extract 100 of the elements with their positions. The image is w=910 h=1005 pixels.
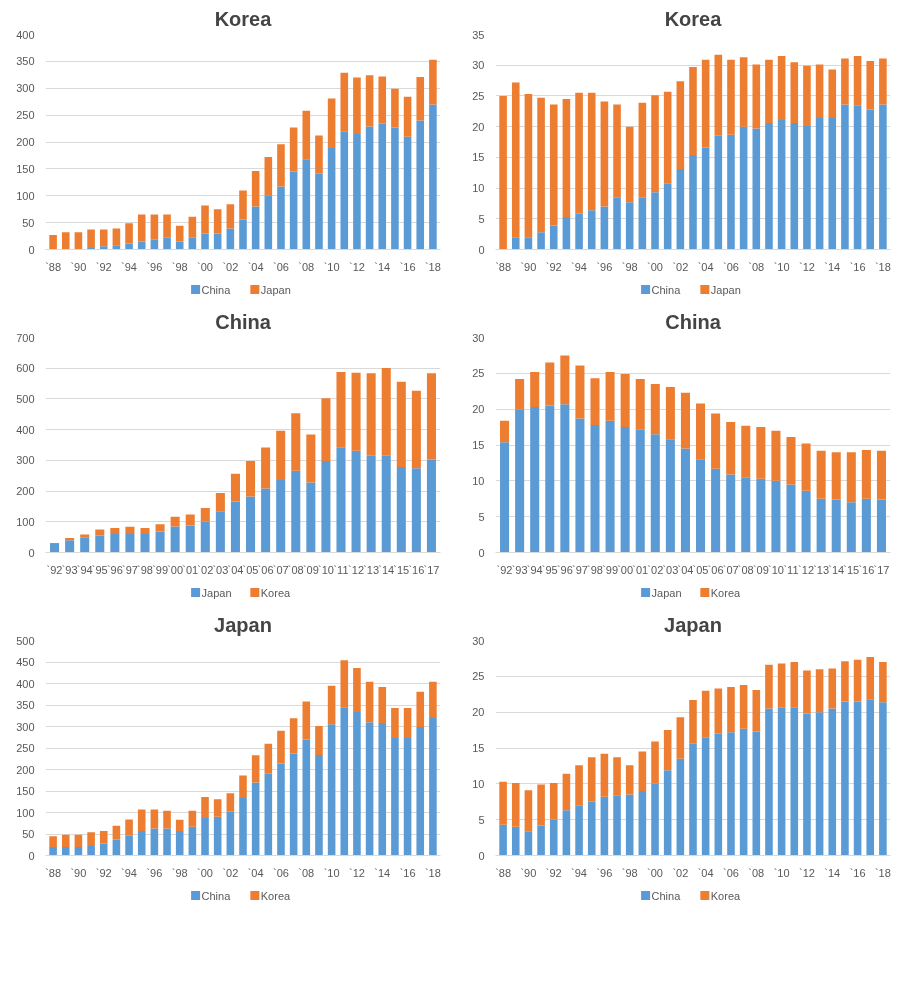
x-tick-label: `93 bbox=[511, 563, 528, 576]
chart-title: Japan bbox=[214, 613, 272, 636]
x-tick-label: `06 bbox=[723, 866, 739, 879]
x-tick-label: `10 bbox=[773, 866, 790, 879]
y-tick-label: 100 bbox=[16, 806, 35, 819]
x-tick-label: `92 bbox=[95, 260, 112, 273]
y-tick-label: 300 bbox=[16, 720, 35, 733]
x-tick-label: `14 bbox=[374, 260, 391, 273]
x-tick-label: `02 bbox=[672, 866, 689, 879]
x-tick-label: `02 bbox=[647, 563, 664, 576]
x-tick-label: `10 bbox=[323, 866, 340, 879]
x-tick-label: `88 bbox=[45, 866, 62, 879]
y-tick-label: 0 bbox=[28, 546, 35, 559]
x-tick-label: `16 bbox=[858, 563, 875, 576]
x-tick-label: `18 bbox=[874, 866, 891, 879]
x-tick-label: `92 bbox=[46, 563, 63, 576]
y-tick-label: 150 bbox=[16, 162, 35, 175]
y-tick-label: 15 bbox=[472, 742, 485, 754]
y-tick-label: 10 bbox=[472, 182, 485, 195]
x-tick-label: `00 bbox=[617, 563, 634, 576]
x-tick-label: `14 bbox=[374, 866, 391, 879]
x-tick-label: `93 bbox=[61, 563, 78, 576]
x-tick-label: `92 bbox=[95, 866, 112, 879]
chart-title: Korea bbox=[214, 7, 273, 30]
legend-label: China bbox=[201, 889, 232, 902]
y-tick-label: 200 bbox=[16, 763, 35, 776]
x-tick-label: `06 bbox=[723, 260, 739, 273]
x-tick-label: `98 bbox=[621, 260, 638, 273]
x-tick-label: `98 bbox=[587, 563, 603, 576]
y-tick-label: 35 bbox=[472, 28, 485, 41]
x-tick-label: `94 bbox=[526, 563, 543, 576]
x-tick-label: `14 bbox=[828, 563, 845, 576]
x-tick-label: `04 bbox=[697, 260, 714, 273]
x-tick-label: `88 bbox=[495, 260, 512, 273]
x-tick-label: `03 bbox=[662, 563, 679, 576]
x-tick-label: `06 bbox=[273, 866, 289, 879]
y-tick-label: 450 bbox=[16, 656, 35, 668]
x-tick-label: `11 bbox=[333, 563, 349, 576]
legend-label: Korea bbox=[710, 889, 742, 902]
x-tick-label: `18 bbox=[874, 260, 891, 273]
y-tick-label: 5 bbox=[478, 212, 485, 225]
x-tick-label: `04 bbox=[697, 866, 714, 879]
x-tick-label: `12 bbox=[798, 866, 815, 879]
legend-label: Korea bbox=[260, 889, 292, 902]
x-tick-label: `96 bbox=[106, 563, 123, 576]
y-tick-label: 25 bbox=[472, 367, 485, 380]
chart-title: China bbox=[665, 310, 722, 333]
chart-title: China bbox=[215, 310, 272, 333]
y-tick-label: 200 bbox=[16, 136, 35, 148]
x-tick-label: `98 bbox=[621, 866, 638, 879]
x-tick-label: `96 bbox=[146, 866, 163, 879]
y-tick-label: 350 bbox=[16, 55, 35, 68]
x-tick-label: `12 bbox=[798, 563, 815, 576]
legend-label: Japan bbox=[651, 586, 682, 599]
x-tick-label: `10 bbox=[773, 260, 790, 273]
y-tick-label: 250 bbox=[16, 109, 35, 122]
x-tick-label: `00 bbox=[647, 866, 663, 879]
legend-label: Korea bbox=[260, 586, 292, 599]
x-tick-label: `08 bbox=[287, 563, 304, 576]
y-tick-label: 0 bbox=[478, 243, 485, 256]
legend-label: Japan bbox=[201, 586, 232, 599]
y-tick-label: 250 bbox=[16, 742, 35, 754]
x-tick-label: `07 bbox=[722, 563, 739, 576]
chart-title: Korea bbox=[664, 7, 723, 30]
x-tick-label: `92 bbox=[545, 260, 562, 273]
x-tick-label: `94 bbox=[571, 260, 588, 273]
x-tick-label: `01 bbox=[632, 563, 649, 576]
legend-label: China bbox=[651, 889, 682, 902]
x-tick-label: `02 bbox=[672, 260, 689, 273]
x-tick-label: `08 bbox=[298, 260, 315, 273]
y-tick-label: 25 bbox=[472, 89, 485, 102]
legend-label: Japan bbox=[710, 283, 741, 296]
x-tick-label: `94 bbox=[121, 866, 138, 879]
x-tick-label: `04 bbox=[227, 563, 244, 576]
x-tick-label: `12 bbox=[348, 260, 365, 273]
y-tick-label: 20 bbox=[472, 120, 485, 133]
y-tick-label: 100 bbox=[16, 515, 35, 528]
x-tick-label: `10 bbox=[323, 260, 340, 273]
x-tick-label: `02 bbox=[222, 866, 239, 879]
x-tick-label: `09 bbox=[302, 563, 319, 576]
y-tick-label: 50 bbox=[22, 828, 35, 840]
legend-label: China bbox=[201, 283, 232, 296]
x-tick-label: `90 bbox=[70, 866, 87, 879]
y-tick-label: 15 bbox=[472, 439, 485, 451]
x-tick-label: `96 bbox=[146, 260, 163, 273]
x-tick-label: `08 bbox=[298, 866, 315, 879]
x-tick-label: `12 bbox=[798, 260, 815, 273]
x-tick-label: `08 bbox=[748, 260, 765, 273]
x-tick-label: `00 bbox=[197, 260, 213, 273]
x-tick-label: `01 bbox=[182, 563, 199, 576]
x-tick-label: `04 bbox=[677, 563, 694, 576]
x-tick-label: `02 bbox=[197, 563, 214, 576]
y-tick-label: 0 bbox=[478, 546, 485, 559]
x-tick-label: `16 bbox=[849, 866, 866, 879]
y-tick-label: 300 bbox=[16, 82, 35, 95]
x-tick-label: `04 bbox=[247, 260, 264, 273]
x-tick-label: `16 bbox=[399, 260, 416, 273]
x-tick-label: `97 bbox=[121, 563, 138, 576]
x-tick-label: `16 bbox=[399, 866, 416, 879]
x-tick-label: `88 bbox=[495, 866, 512, 879]
